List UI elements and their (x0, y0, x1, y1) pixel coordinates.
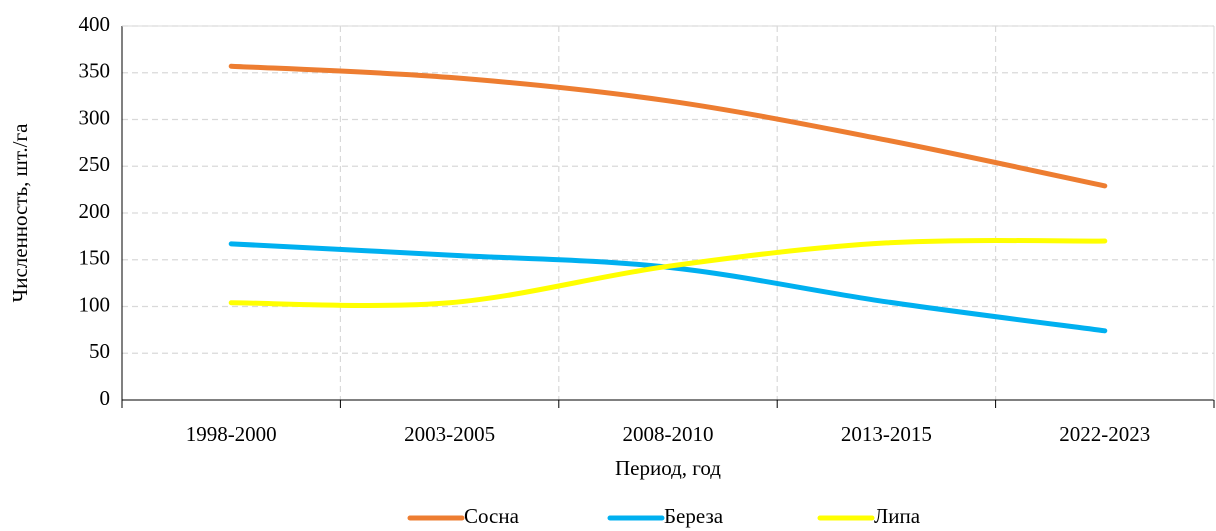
y-tick-label: 150 (79, 246, 111, 270)
x-tick-label: 2013-2015 (841, 422, 932, 446)
series-line (228, 241, 1108, 334)
y-tick-label: 300 (79, 105, 111, 129)
y-tick-label: 200 (79, 199, 111, 223)
series-line (228, 238, 1108, 308)
y-axis-label: Численность, шт./га (8, 123, 32, 303)
legend-label: Сосна (464, 504, 520, 528)
x-tick-label: 2022-2023 (1059, 422, 1150, 446)
y-tick-label: 250 (79, 152, 111, 176)
legend-label: Липа (874, 504, 921, 528)
x-axis-label: Период, год (615, 456, 721, 480)
x-tick-label: 2008-2010 (623, 422, 714, 446)
y-tick-label: 100 (79, 292, 111, 316)
y-tick-label: 400 (79, 12, 111, 36)
series-line (228, 63, 1108, 189)
y-tick-label: 0 (100, 386, 111, 410)
x-tick-label: 2003-2005 (404, 422, 495, 446)
y-tick-label: 350 (79, 59, 111, 83)
legend-label: Береза (664, 504, 724, 528)
y-tick-label: 50 (89, 339, 110, 363)
x-tick-label: 1998-2000 (186, 422, 277, 446)
